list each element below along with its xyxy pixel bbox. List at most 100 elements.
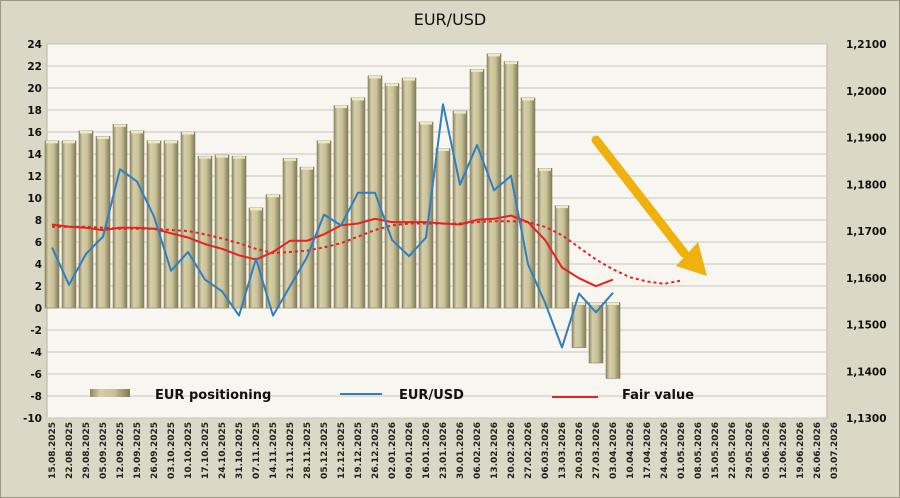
x-axis-tick-label: 13.03.2026 [558, 422, 568, 479]
x-axis-tick-label: 24.04.2026 [660, 422, 670, 479]
left-axis-tick-label: -8 [30, 391, 42, 403]
x-axis-tick-label: 15.08.2025 [48, 422, 58, 479]
bar-top-highlight [63, 140, 75, 144]
bar-top-highlight [369, 75, 381, 79]
bar-top-highlight [471, 69, 483, 72]
x-axis-tick-label: 01.05.2026 [677, 422, 687, 479]
bar-top-highlight [488, 53, 500, 57]
bar-eur-positioning [452, 110, 468, 309]
legend: EUR positioning EUR/USD Fair value [90, 388, 694, 403]
bar-eur-positioning [95, 136, 111, 309]
bar-top-highlight [284, 158, 296, 161]
right-axis-tick-label: 1,1800 [846, 179, 887, 191]
x-axis-tick-label: 22.05.2026 [728, 422, 738, 479]
x-axis-tick-label: 27.02.2026 [524, 422, 534, 479]
bar-eur-positioning [214, 154, 230, 309]
x-axis-tick-label: 19.12.2025 [354, 422, 364, 479]
bar-top-highlight [386, 83, 398, 87]
bar-eur-positioning [197, 155, 213, 309]
x-axis-tick-label: 29.05.2026 [745, 422, 755, 479]
bar-eur-positioning [435, 148, 451, 309]
right-axis-tick-label: 1,1900 [846, 133, 887, 145]
bar-top-highlight [420, 122, 432, 125]
bar-top-highlight [114, 124, 126, 127]
x-axis-tick-label: 07.11.2025 [252, 422, 262, 479]
x-axis-tick-label: 28.11.2025 [303, 422, 313, 479]
x-axis-tick-label: 03.07.2026 [830, 422, 840, 479]
trend-arrow [591, 135, 707, 276]
x-axis-tick-label: 30.01.2026 [456, 422, 466, 479]
bar-top-highlight [437, 148, 449, 151]
bar-eur-positioning [537, 168, 553, 309]
bar-top-highlight [318, 140, 330, 144]
chart-title: EUR/USD [414, 10, 487, 29]
x-axis-tick-label: 12.09.2025 [116, 422, 126, 479]
bar-top-highlight [46, 140, 58, 144]
legend-swatch-bars [90, 389, 130, 397]
bar-top-highlight [267, 194, 279, 198]
left-axis-tick-label: 6 [35, 237, 42, 249]
x-axis-tick-label: 05.06.2026 [762, 422, 772, 479]
x-axis-tick-label: 21.11.2025 [286, 422, 296, 479]
left-axis-tick-label: -2 [30, 325, 42, 337]
left-axis-tick-label: 4 [35, 259, 42, 271]
bar-eur-positioning [605, 302, 621, 379]
right-axis-tick-label: 1,1500 [846, 320, 887, 332]
right-axis-tick-label: 1,2100 [846, 39, 887, 51]
left-axis-tick-label: 22 [27, 61, 42, 73]
x-axis-tick-label: 14.11.2025 [269, 422, 279, 479]
x-axis-tick-label: 19.09.2025 [133, 422, 143, 479]
x-axis-tick-label: 06.03.2026 [541, 422, 551, 479]
bar-eur-positioning [180, 131, 196, 309]
bar-eur-positioning [299, 166, 315, 309]
bar-top-highlight [148, 140, 160, 144]
bar-top-highlight [233, 156, 245, 159]
left-axis-tick-label: 10 [27, 193, 42, 205]
x-axis-tick-label: 03.04.2026 [609, 422, 619, 479]
left-axis-tick-label: 16 [27, 127, 42, 139]
x-axis-tick-label: 31.10.2025 [235, 422, 245, 479]
right-axis-tick-label: 1,1300 [846, 413, 887, 425]
bar-eur-positioning [333, 105, 349, 309]
right-axis-tick-label: 1,1400 [846, 366, 887, 378]
x-axis-tick-label: 17.04.2026 [643, 422, 653, 479]
bar-top-highlight [80, 130, 92, 134]
bar-top-highlight [335, 105, 347, 109]
left-axis-tick-label: 12 [27, 171, 42, 183]
x-axis-tick-label: 09.01.2026 [405, 422, 415, 479]
x-axis-tick-label: 20.02.2026 [507, 422, 517, 479]
x-axis-tick-label: 12.12.2025 [337, 422, 347, 479]
left-axis-tick-label: -6 [30, 369, 42, 381]
bar-eur-positioning [384, 83, 400, 309]
bar-top-highlight [607, 302, 619, 305]
line-eurusd [51, 103, 614, 349]
bar-top-highlight [505, 61, 517, 65]
bar-top-highlight [250, 207, 262, 211]
bar-top-highlight [573, 302, 585, 305]
bar-top-highlight [182, 132, 194, 135]
left-axis-tick-label: 24 [27, 39, 42, 51]
x-axis-tick-label: 12.06.2026 [779, 422, 789, 479]
bar-top-highlight [165, 140, 177, 144]
x-axis-tick-label: 26.12.2025 [371, 422, 381, 479]
x-axis-tick-label: 16.01.2026 [422, 422, 432, 479]
x-axis-tick-label: 15.05.2026 [711, 422, 721, 479]
bar-eur-positioning [78, 130, 94, 309]
bar-top-highlight [216, 155, 228, 158]
left-axis-tick-label: -10 [23, 413, 42, 425]
x-axis-tick-label: 13.02.2026 [490, 422, 500, 479]
x-axis-tick-label: 27.03.2026 [592, 422, 602, 479]
bar-top-highlight [454, 111, 466, 114]
x-axis-tick-label: 03.10.2025 [167, 422, 177, 479]
right-axis-tick-label: 1,2000 [846, 86, 887, 98]
legend-label-eurusd: EUR/USD [399, 388, 464, 403]
legend-label-positioning: EUR positioning [155, 388, 271, 403]
left-axis-tick-label: 14 [27, 149, 42, 161]
x-axis-tick-label: 29.08.2025 [82, 422, 92, 479]
bar-eur-positioning [554, 205, 570, 309]
x-axis-tick-label: 26.09.2025 [150, 422, 160, 479]
x-axis-tick-label: 19.06.2026 [796, 422, 806, 479]
x-axis-tick-label: 10.10.2025 [184, 422, 194, 479]
x-axis-tick-label: 22.08.2025 [65, 422, 75, 479]
